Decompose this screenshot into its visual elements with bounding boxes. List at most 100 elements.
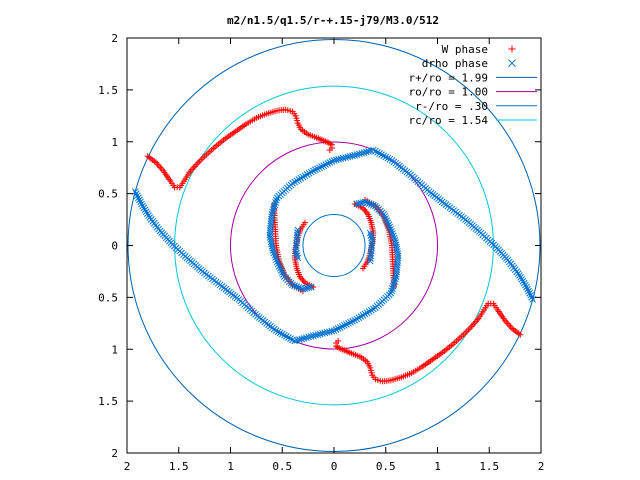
point-marker [382,153,390,161]
series-drho-phase-curve-2 [292,226,302,262]
series-drho-phase-curve-3 [366,229,376,265]
phase-points [131,106,537,385]
point-marker [388,287,396,295]
point-marker [382,215,390,222]
point-marker [388,227,395,235]
point-marker [137,198,144,206]
legend-entry-w-phase: W phase [442,43,516,56]
series-drho-phase-curve-0 [131,188,402,345]
x-tick-label: 2 [538,460,545,473]
point-marker [312,166,319,174]
point-marker [336,324,344,331]
point-marker [274,260,282,268]
point-marker [369,201,377,209]
point-marker [390,280,398,288]
point-marker [272,196,280,204]
point-marker [524,285,531,293]
x-tick-label: 2 [124,460,131,473]
point-marker [270,206,277,213]
point-marker [526,289,533,297]
point-marker [138,200,145,208]
point-marker [391,236,399,244]
point-marker [145,212,152,219]
point-marker [280,331,288,339]
point-marker [365,200,373,207]
point-marker [142,208,150,216]
point-marker [385,221,393,229]
legend-entry-r-ro-1-99: r+/ro = 1.99 [409,71,537,84]
point-marker [302,219,309,226]
point-marker [387,289,395,297]
y-tick-label: 1.5 [98,395,118,408]
point-marker [389,282,397,290]
point-marker [271,201,279,209]
series-drho-phase-curve-1 [266,146,537,303]
point-marker [328,158,336,165]
point-marker [392,239,399,246]
point-marker [353,200,361,208]
point-marker [389,232,397,240]
legend-label: rc/ro = 1.54 [409,114,489,127]
x-tick-label: 1 [227,460,234,473]
legend-label: drho phase [422,57,488,70]
legend-entry-rc-ro-1-54: rc/ro = 1.54 [409,114,537,127]
point-marker [368,234,375,242]
point-marker [326,159,334,166]
point-marker [273,256,280,264]
point-marker [278,269,286,276]
point-marker [383,217,391,224]
legend-label: r-/ro = .30 [415,100,488,113]
legend-entry-ro-ro-1-00: ro/ro = 1.00 [409,86,537,99]
point-marker [270,203,278,211]
point-marker [285,334,292,341]
point-marker [347,318,354,326]
point-marker [387,225,395,233]
point-marker [291,282,299,290]
point-marker [359,199,367,206]
point-marker [132,190,140,197]
point-marker [303,284,311,292]
point-marker [389,230,396,237]
y-tick-label: 2 [111,447,118,460]
point-marker [320,162,328,169]
point-marker [273,194,281,202]
point-marker [283,332,290,340]
point-marker [293,283,301,290]
legend-label: r+/ro = 1.99 [409,71,488,84]
x-tick-label: 1.5 [479,460,499,473]
point-marker [141,206,149,214]
point-marker [139,202,147,210]
point-marker [275,262,283,270]
point-marker [386,223,394,231]
point-marker [270,249,278,257]
point-marker [357,199,365,207]
y-tick-label: 1 [111,136,118,149]
point-marker [349,317,356,325]
point-marker [277,267,285,274]
point-marker [272,254,279,261]
point-marker [332,156,340,164]
point-marker [292,247,300,255]
point-marker [301,285,309,292]
y-tick-label: 2 [111,32,118,45]
legend-entry-drho-phase: drho phase [422,57,516,70]
legend-marker [508,59,516,68]
point-marker [133,192,141,200]
axis-ticks: 2 1.5 1 0.5 0 0.5 1 1.5 221.510.500.511.52 [98,32,544,473]
point-marker [328,327,336,335]
series-w-phase-curve-0 [144,106,335,191]
point-marker [516,272,523,279]
point-marker [293,252,301,259]
point-marker [326,147,333,154]
point-marker [324,160,332,167]
point-marker [390,234,398,242]
point-marker [276,264,284,272]
point-marker [361,198,369,206]
point-marker [388,157,396,164]
point-marker [314,165,321,173]
point-marker [391,278,398,285]
point-marker [322,161,330,168]
point-marker [527,291,535,299]
series-w-phase [144,106,524,385]
